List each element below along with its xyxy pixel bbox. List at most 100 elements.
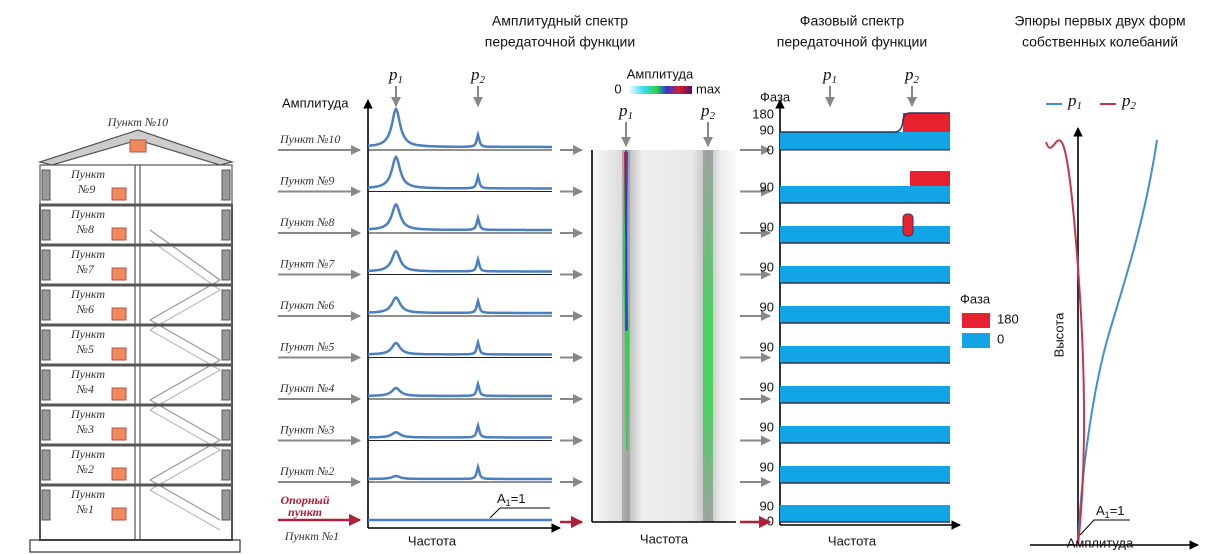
phase-bar bbox=[780, 466, 950, 483]
phase-bar bbox=[780, 266, 950, 283]
peak-label: p1 bbox=[822, 65, 837, 86]
column bbox=[41, 369, 51, 401]
row-label: Пункт №7 bbox=[279, 256, 335, 270]
phase-bar bbox=[780, 426, 950, 443]
phase-bar bbox=[780, 226, 950, 243]
symbol: p bbox=[618, 101, 628, 120]
tick-label: 90 bbox=[760, 219, 774, 234]
floor-label: Пункт bbox=[70, 167, 105, 181]
sensor bbox=[111, 467, 127, 481]
sensor bbox=[111, 267, 127, 281]
x-label: Частота bbox=[828, 533, 877, 548]
floor-label: №2 bbox=[76, 462, 94, 476]
sensor bbox=[111, 347, 127, 361]
column bbox=[41, 409, 51, 441]
floor-label: Пункт bbox=[70, 287, 105, 301]
amp-title: передаточной функции bbox=[485, 34, 635, 50]
sensor bbox=[111, 227, 127, 241]
row-label: Пункт №2 bbox=[279, 464, 334, 478]
index: 1 bbox=[832, 74, 838, 86]
floor-label: Пункт bbox=[70, 487, 105, 501]
peak-label: p1 bbox=[388, 65, 403, 86]
symbol: p bbox=[470, 65, 480, 84]
tick-label: 180 bbox=[752, 106, 774, 121]
spectrum-curve bbox=[368, 420, 552, 439]
column bbox=[41, 329, 51, 361]
peak-label: p2 bbox=[470, 65, 486, 86]
peak-label: p2 bbox=[904, 65, 920, 86]
symbol: p bbox=[1067, 91, 1077, 110]
reference-label: Опорный bbox=[280, 493, 329, 507]
column bbox=[41, 249, 51, 281]
y-label: Фаза bbox=[760, 89, 791, 104]
leader bbox=[1079, 519, 1130, 536]
floor-label: №8 bbox=[76, 222, 94, 236]
symbol: p bbox=[822, 65, 832, 84]
floor-label: Пункт bbox=[70, 367, 105, 381]
column bbox=[41, 169, 51, 201]
phase-title: Фазовый спектр bbox=[800, 13, 905, 29]
sensor bbox=[111, 507, 127, 521]
reference-level: A1=1 bbox=[1096, 503, 1125, 520]
spectrum-curve bbox=[368, 202, 552, 232]
legend-swatch bbox=[962, 333, 990, 348]
reference-label: пункт bbox=[288, 505, 322, 519]
reference-below: Пункт №1 bbox=[284, 529, 339, 543]
peak-label: p1 bbox=[1067, 91, 1082, 112]
floor-label: №9 bbox=[77, 182, 95, 196]
tick-label: 90 bbox=[760, 339, 774, 354]
tick-label: 0 bbox=[767, 142, 774, 157]
peak-label: p2 bbox=[700, 101, 716, 122]
tick-label: 90 bbox=[760, 259, 774, 274]
spectrum-curve bbox=[367, 249, 552, 273]
phase-bar bbox=[780, 132, 950, 150]
reference-level: A1=1 bbox=[497, 491, 526, 508]
legend-swatch bbox=[962, 313, 990, 328]
amp-title: Амплитудный спектр bbox=[492, 13, 628, 29]
legend-label: 0 bbox=[997, 331, 1004, 346]
heatmap-band bbox=[625, 149, 628, 331]
column bbox=[221, 489, 231, 521]
floor-label: Пункт bbox=[70, 407, 105, 421]
column bbox=[41, 449, 51, 481]
phase-bar bbox=[780, 306, 950, 323]
peak-label: p1 bbox=[618, 101, 633, 122]
floor-label: №4 bbox=[76, 382, 94, 396]
symbol: p bbox=[700, 101, 710, 120]
spectrum-curve bbox=[368, 379, 552, 398]
leader bbox=[489, 507, 550, 519]
x-label: Амплитуда bbox=[1067, 535, 1134, 550]
floor-label: №5 bbox=[76, 342, 94, 356]
floor-label: №3 bbox=[76, 422, 94, 436]
colorbar-label: Амплитуда bbox=[627, 66, 694, 81]
symbol: p bbox=[388, 65, 398, 84]
symbol: p bbox=[904, 65, 914, 84]
floor-label: №1 bbox=[76, 502, 94, 516]
sensor bbox=[129, 139, 147, 153]
y-label: Высота bbox=[1051, 312, 1066, 357]
peak-label: p2 bbox=[1121, 91, 1137, 112]
phase-bar bbox=[902, 213, 914, 237]
column bbox=[41, 489, 51, 521]
column bbox=[41, 209, 51, 241]
heatmap-band bbox=[703, 150, 713, 522]
symbol: p bbox=[1121, 91, 1131, 110]
floor-label: Пункт bbox=[70, 207, 105, 221]
index: 2 bbox=[1131, 100, 1137, 112]
legend-title: Фаза bbox=[960, 291, 991, 306]
spectrum-curve bbox=[368, 337, 552, 356]
colorbar-min: 0 bbox=[614, 81, 621, 96]
colorbar bbox=[628, 86, 692, 94]
row-label: Пункт №8 bbox=[279, 215, 334, 229]
tick-label: 90 bbox=[760, 179, 774, 194]
row-label: Пункт №6 bbox=[279, 298, 334, 312]
sensor bbox=[111, 307, 127, 321]
index: 1 bbox=[398, 74, 404, 86]
tick-label: 90 bbox=[760, 122, 774, 137]
tick-label: 90 bbox=[760, 379, 774, 394]
tick-label: 90 bbox=[760, 459, 774, 474]
index: 1 bbox=[628, 110, 634, 122]
phase-title: передаточной функции bbox=[777, 34, 927, 50]
phase-bar bbox=[780, 186, 950, 203]
